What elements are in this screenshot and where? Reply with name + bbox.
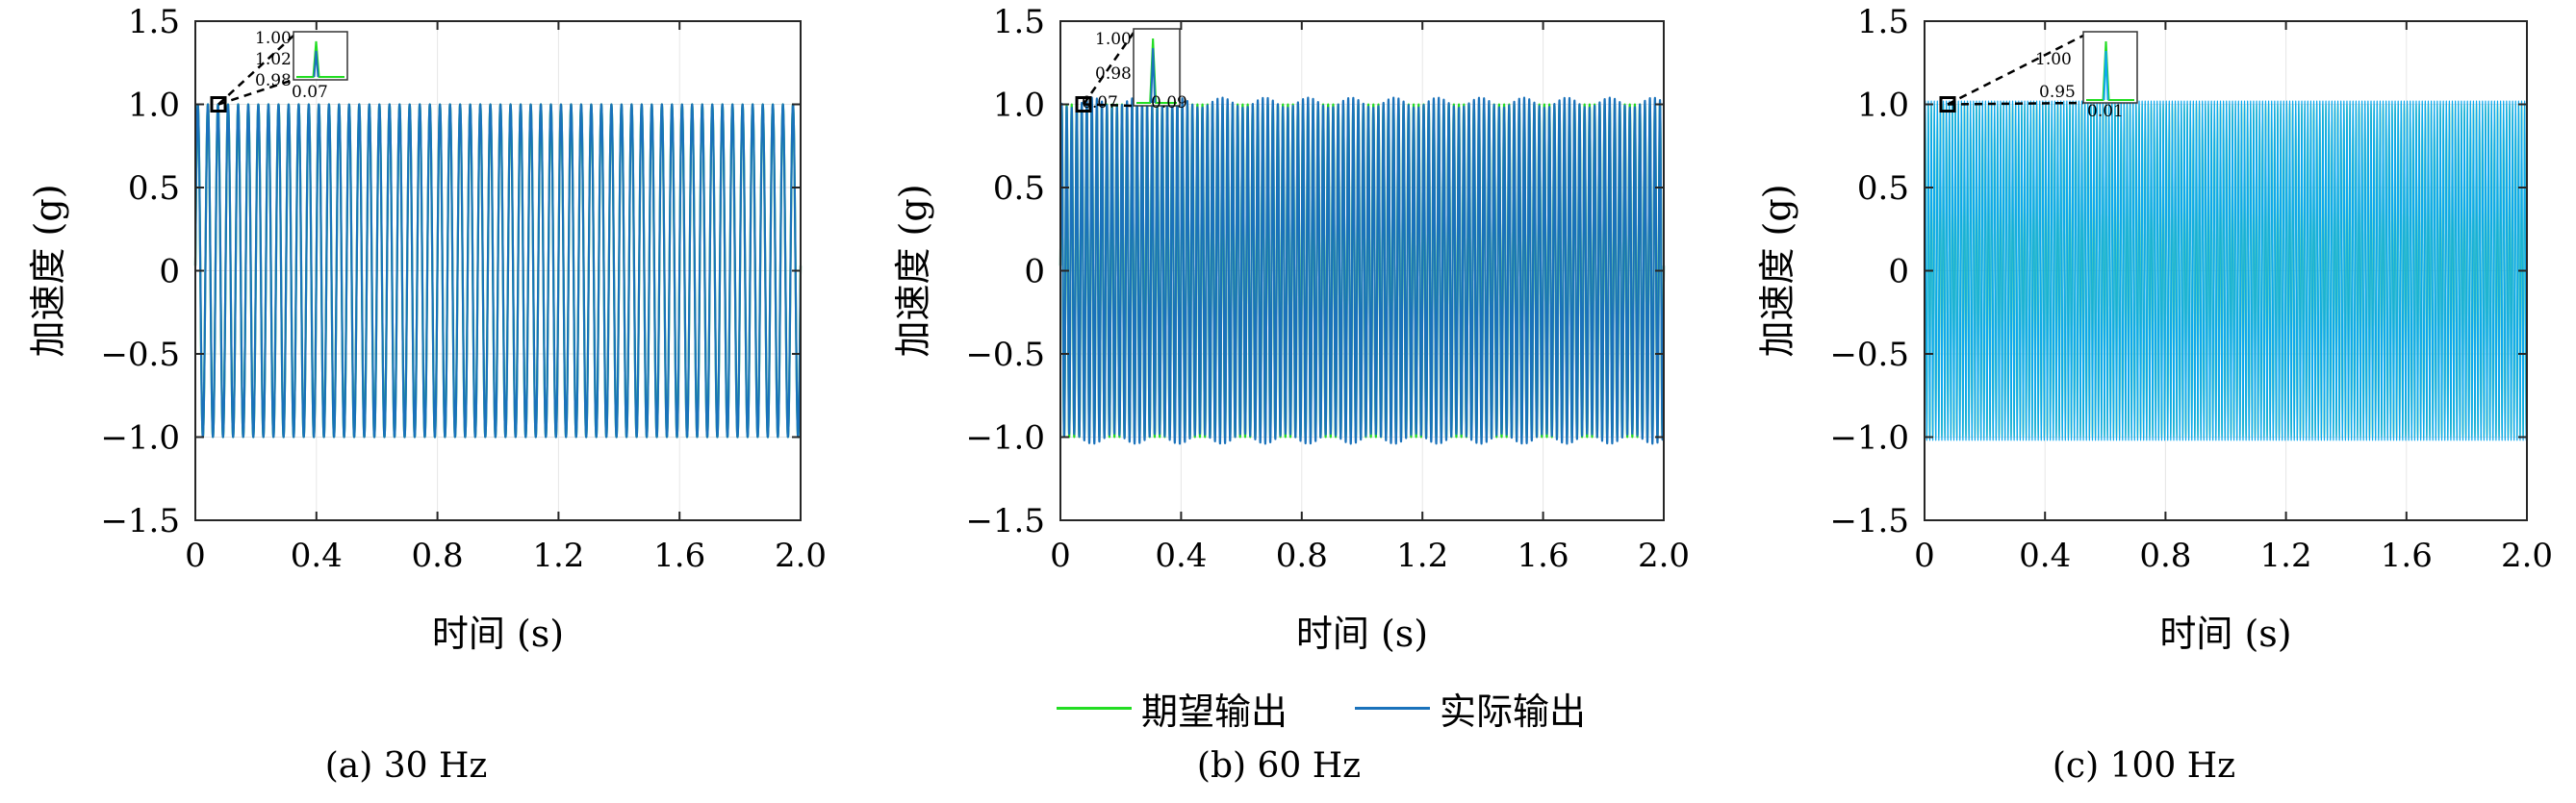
y-tick-label: 0: [1888, 253, 1909, 291]
legend-item-expected: 期望输出: [1057, 682, 1288, 735]
inset-tick-label: 0.07: [292, 83, 328, 102]
inset-series-actual: [2103, 50, 2109, 101]
x-tick-label: 0.4: [2019, 537, 2071, 575]
inset-tick-label: 0.98: [255, 71, 292, 90]
inset-tick-label: 0.95: [2039, 83, 2076, 102]
inset-tick-label: 0.07: [1082, 93, 1118, 113]
x-axis-label: 时间 (s): [1296, 613, 1428, 655]
y-tick-label: 1.5: [128, 3, 180, 41]
inset-series-actual: [313, 50, 319, 78]
inset-tick-label: 1.02: [255, 50, 292, 69]
x-tick-label: 0: [185, 537, 206, 575]
caption-a: (a) 30 Hz: [324, 746, 488, 786]
x-tick-label: 0.8: [2139, 537, 2191, 575]
legend-label-expected: 期望输出: [1141, 690, 1288, 733]
y-tick-label: 0: [1024, 253, 1045, 291]
y-tick-label: 0.5: [128, 169, 180, 208]
x-tick-label: 0: [1050, 537, 1071, 575]
series-line-actual: [1058, 96, 1666, 445]
x-axis-label: 时间 (s): [2159, 613, 2291, 655]
inset-series-actual: [1150, 47, 1157, 104]
x-tick-label: 1.6: [653, 537, 705, 575]
y-tick-label: −1.5: [965, 502, 1045, 540]
x-tick-label: 1.2: [1396, 537, 1448, 575]
y-tick-label: −1.5: [1829, 502, 1909, 540]
x-tick-label: 0.4: [291, 537, 343, 575]
x-tick-label: 0.8: [412, 537, 464, 575]
zoom-connector: [1947, 34, 2084, 106]
inset-tick-label: 0.09: [1151, 93, 1187, 113]
y-axis-label: 加速度 (g): [892, 184, 934, 357]
x-tick-label: 1.6: [2381, 537, 2433, 575]
y-tick-label: 1.0: [1857, 87, 1909, 125]
zoom-connector: [1083, 103, 1135, 108]
y-tick-label: −1.5: [100, 502, 180, 540]
x-tick-label: 1.6: [1518, 537, 1569, 575]
inset-frame: [293, 31, 348, 81]
y-tick-label: 1.5: [1857, 3, 1909, 41]
chart-panel-2: −1.5 −1.0 −0.5 0 0.5 1.0 1.5 0 0.4 0.8 1.2 1.6 2.0 时间…: [892, 3, 1690, 655]
inset-zoom: 1.00 0.95 0.01: [1939, 31, 2138, 121]
legend-label-actual: 实际输出: [1440, 690, 1587, 733]
y-tick-label: 0: [159, 253, 180, 291]
legend-line-actual: [1355, 706, 1431, 710]
zoom-marker: [210, 96, 227, 113]
inset-zoom: 1.00 0.98 0.07 0.09: [1075, 28, 1187, 113]
y-axis-label: 加速度 (g): [1756, 184, 1798, 357]
inset-zoom: 1.00 1.02 0.980.07: [210, 29, 348, 113]
inset-tick-label: 1.00: [2035, 50, 2072, 69]
x-tick-label: 0: [1914, 537, 1935, 575]
zoom-connector: [1947, 101, 2084, 106]
inset-series-expected: [1136, 38, 1177, 104]
y-tick-label: −1.0: [1829, 419, 1909, 458]
x-axis-label: 时间 (s): [432, 613, 564, 655]
zoom-connector: [217, 35, 294, 106]
legend: 期望输出 实际输出: [1057, 679, 1586, 737]
series-line-actual: [1924, 100, 2528, 441]
x-tick-label: 0.4: [1155, 537, 1207, 575]
caption-b: (b) 60 Hz: [1196, 746, 1362, 786]
y-tick-label: 0.5: [1857, 169, 1909, 208]
inset-tick-label: 0.01: [2087, 102, 2124, 121]
inset-frame: [1133, 28, 1181, 107]
y-tick-label: 1.0: [993, 87, 1045, 125]
y-tick-label: −1.0: [100, 419, 180, 458]
x-tick-label: 1.2: [532, 537, 584, 575]
y-tick-label: 1.0: [128, 87, 180, 125]
series-line-actual: [193, 103, 803, 439]
legend-line-expected: [1057, 706, 1132, 710]
inset-tick-label: 1.00: [255, 29, 292, 48]
y-tick-label: −1.0: [965, 419, 1045, 458]
inset-tick-label: 0.98: [1095, 64, 1132, 84]
inset-frame: [2082, 31, 2138, 104]
x-tick-label: 2.0: [2501, 537, 2553, 575]
y-axis-label: 加速度 (g): [27, 184, 69, 357]
inset-series-expected: [296, 40, 344, 78]
y-tick-label: 1.5: [993, 3, 1045, 41]
legend-item-actual: 实际输出: [1355, 682, 1586, 735]
y-tick-label: −0.5: [1829, 336, 1909, 374]
x-tick-label: 0.8: [1276, 537, 1328, 575]
x-tick-label: 1.2: [2260, 537, 2312, 575]
y-tick-label: −0.5: [965, 336, 1045, 374]
x-tick-label: 2.0: [1638, 537, 1690, 575]
x-tick-label: 2.0: [775, 537, 827, 575]
caption-c: (c) 100 Hz: [2052, 746, 2236, 786]
y-tick-label: 0.5: [993, 169, 1045, 208]
y-tick-label: −0.5: [100, 336, 180, 374]
inset-tick-label: 1.00: [1095, 30, 1132, 49]
inset-series-expected: [2086, 40, 2134, 101]
chart-panel-1: −1.5 −1.0 −0.5 0 0.5 1.0 1.5 0 0.4 0.8 1.2 1.6 2.0 时间…: [27, 3, 827, 655]
zoom-connector: [1082, 32, 1135, 106]
chart-panel-3: −1.5 −1.0 −0.5 0 0.5 1.0 1.5 0 0.4 0.8 1.2 1.6 2.0 时间…: [1756, 3, 2553, 655]
